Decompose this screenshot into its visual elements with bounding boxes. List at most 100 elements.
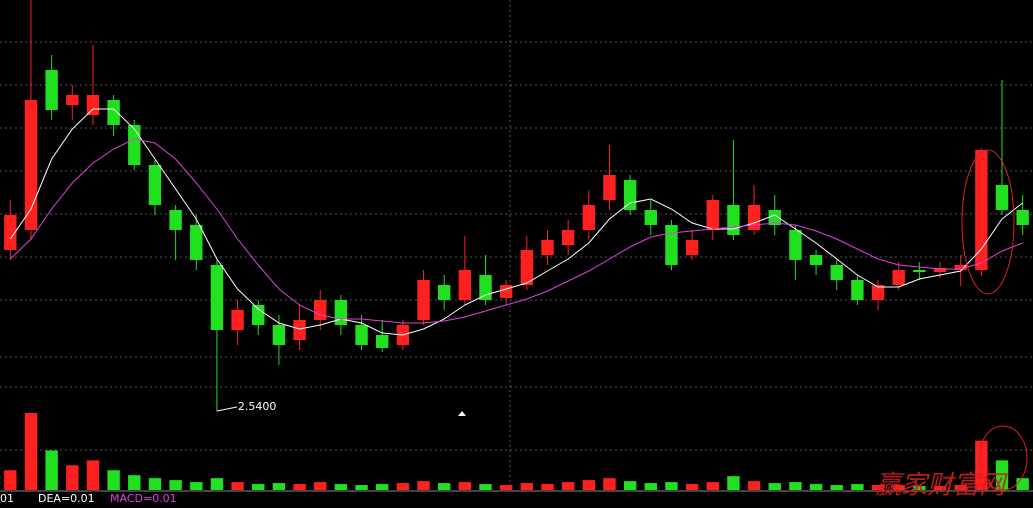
volume-bar [4,470,17,490]
candle-body [252,305,265,325]
candle-body [809,255,823,265]
watermark: 赢家财富网 [875,471,1008,501]
volume-bar [789,482,802,490]
highlight-ellipse [961,149,1015,295]
candle-body [499,285,513,298]
volume-bar [148,478,162,490]
highlight-ellipse [978,425,1028,491]
volume-bar [913,486,926,490]
candle-body [768,210,781,225]
volume-bar [252,484,265,490]
moving-average-line [9,138,1023,324]
candle-body [706,200,719,230]
candle-body [685,240,699,255]
moving-average-line [9,108,1023,336]
volume-bar [66,465,79,490]
volume-bar [1016,478,1029,490]
volume-bar [128,475,141,490]
candle-body [603,175,616,200]
volume-bar [665,482,678,490]
volume-bar [190,482,203,490]
candle-body [727,205,740,235]
volume-bar [396,483,410,490]
volume-bar [376,484,389,490]
candle-body [561,230,575,245]
volume-bar [231,482,244,490]
indicator-label: MACD=0.01 [110,492,177,505]
candle-body [334,300,348,325]
volume-bar [933,486,947,490]
candle-body [148,165,162,205]
volume-bar [954,485,967,490]
candle-body [417,280,430,320]
candle-body [644,210,657,225]
candle-body [355,325,368,345]
volume-bar [293,484,306,490]
volume-bar [479,484,492,490]
volume-bar [995,460,1009,490]
candle-body [582,205,596,230]
volume-bar [314,482,327,490]
candle-body [520,250,534,285]
candle-body [913,270,926,272]
volume-bar [437,483,451,490]
candle-body [231,310,244,330]
candle-body [995,185,1009,210]
volume-bar [458,482,472,490]
low-label: 2.5400 [238,400,277,413]
candle-body [190,225,203,260]
volume-bar [45,450,58,490]
volume-bar [644,483,657,490]
indicator-label: 01 [0,492,14,505]
volume-bar [851,484,864,490]
volume-bar [210,478,224,490]
volume-bar [892,485,905,490]
volume-bar [623,481,637,490]
candle-body [210,265,224,330]
volume-bar [747,481,761,490]
candle-body [107,100,120,125]
volume-bar [272,483,286,490]
low-pointer [216,406,238,412]
cursor-marker [458,411,466,416]
candle-body [66,95,79,105]
candle-body [933,268,947,272]
volume-bar [417,481,430,490]
candle-body [86,95,100,115]
candle-body [871,285,885,300]
candle-body [975,150,988,270]
candle-body [665,225,678,265]
volume-bar [24,412,38,490]
volume-bar [499,485,513,490]
candle-body [830,265,843,280]
volume-bar [685,484,699,490]
candle-body [892,270,905,285]
candle-body [851,280,864,300]
volume-bar [830,485,843,490]
volume-bar [561,482,575,490]
candle-body [376,335,389,348]
candle-body [789,230,802,260]
candle-body [479,275,492,300]
volume-bar [727,476,740,490]
volume-bar [334,484,348,490]
candle-body [437,285,451,300]
candle-body [458,270,472,300]
volume-bar [169,480,182,490]
volume-bar [86,460,100,490]
candle-body [1016,210,1029,225]
volume-bar [809,484,823,490]
candle-body [541,240,554,255]
candle-body [272,325,286,345]
indicator-label: DEA=0.01 [38,492,95,505]
volume-bar [871,485,885,490]
volume-bar [520,483,534,490]
candle-body [954,265,967,270]
candle-body [623,180,637,210]
candle-body [24,100,38,230]
volume-bar [603,478,616,490]
candle-body [45,70,58,110]
candle-body [314,300,327,320]
